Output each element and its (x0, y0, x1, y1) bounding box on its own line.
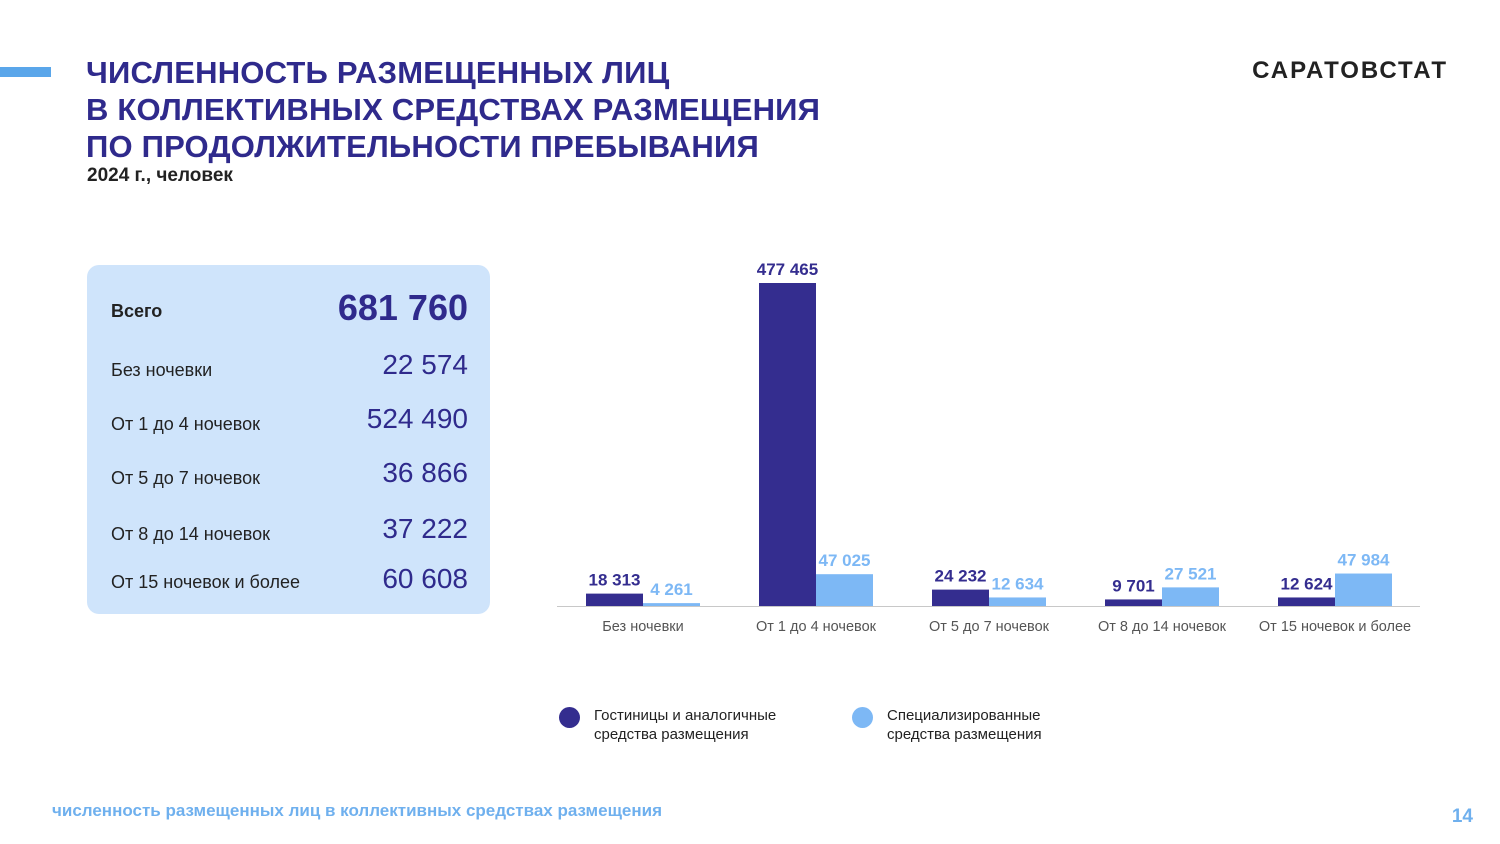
accent-bar (0, 67, 51, 77)
bar (1162, 587, 1219, 606)
summary-row-label: От 1 до 4 ночевок (111, 414, 260, 434)
x-tick-label: От 5 до 7 ночевок (929, 619, 1050, 635)
x-tick-label: От 8 до 14 ночевок (1098, 619, 1227, 635)
legend-swatch (559, 707, 580, 728)
data-label: 24 232 (935, 567, 987, 586)
bar (1105, 599, 1162, 606)
summary-panel: Всего 681 760 Без ночевки 22 574 От 1 до… (87, 265, 490, 614)
summary-row-value: 22 574 (382, 349, 468, 380)
x-tick-label: От 1 до 4 ночевок (756, 619, 877, 635)
title-line-2: В КОЛЛЕКТИВНЫХ СРЕДСТВАХ РАЗМЕЩЕНИЯ (86, 92, 821, 127)
title-line-3: ПО ПРОДОЛЖИТЕЛЬНОСТИ ПРЕБЫВАНИЯ (86, 129, 759, 164)
bar (586, 593, 643, 606)
summary-row: От 8 до 14 ночевок 37 222 (111, 513, 468, 547)
summary-row-label: От 8 до 14 ночевок (111, 524, 270, 544)
page-title: ЧИСЛЕННОСТЬ РАЗМЕЩЕННЫХ ЛИЦ В КОЛЛЕКТИВН… (86, 54, 820, 165)
summary-row-label: Без ночевки (111, 360, 213, 380)
legend-swatch (852, 707, 873, 728)
legend-label-line: средства размещения (594, 726, 749, 743)
legend-item-specialized: Специализированные средства размещения (852, 706, 1087, 744)
legend-label: Гостиницы и аналогичные средства размеще… (594, 706, 794, 744)
data-label: 27 521 (1165, 564, 1217, 583)
summary-row: От 5 до 7 ночевок 36 866 (111, 457, 468, 491)
data-label: 18 313 (589, 571, 641, 590)
data-label: 477 465 (757, 260, 818, 279)
legend-item-hotels: Гостиницы и аналогичные средства размеще… (559, 706, 794, 744)
bar (1335, 573, 1392, 606)
data-label: 12 624 (1281, 574, 1334, 593)
summary-row-label: От 15 ночевок и более (111, 572, 300, 592)
legend-label-line: Гостиницы и аналогичные (594, 707, 777, 724)
legend-label: Специализированные средства размещения (887, 706, 1087, 744)
bar (759, 283, 816, 606)
page-number: 14 (1451, 806, 1473, 827)
summary-total-value: 681 760 (337, 287, 468, 328)
data-label: 9 701 (1112, 576, 1155, 595)
summary-total-row: Всего 681 760 (111, 287, 468, 331)
legend-label-line: Специализированные (887, 707, 1041, 724)
data-label: 12 634 (992, 574, 1045, 593)
summary-total-label: Всего (111, 301, 163, 321)
summary-row-label: От 5 до 7 ночевок (111, 468, 260, 488)
title-line-1: ЧИСЛЕННОСТЬ РАЗМЕЩЕННЫХ ЛИЦ (86, 55, 670, 90)
brand-logo-text: САРАТОВСТАТ (1252, 57, 1448, 84)
data-label: 4 261 (650, 580, 693, 599)
bar (932, 589, 989, 606)
bar (1278, 597, 1335, 606)
subtitle: 2024 г., человек (87, 165, 233, 186)
summary-row-value: 60 608 (382, 563, 468, 594)
x-tick-label: Без ночевки (602, 619, 683, 635)
data-label: 47 025 (819, 551, 871, 570)
summary-row: От 1 до 4 ночевок 524 490 (111, 403, 468, 437)
bar (989, 597, 1046, 606)
legend-label-line: средства размещения (887, 726, 1042, 743)
summary-row-value: 36 866 (382, 457, 468, 488)
bar (816, 574, 873, 606)
bar (643, 603, 700, 606)
x-tick-label: От 15 ночевок и более (1259, 619, 1411, 635)
footer-caption: численность размещенных лиц в коллективн… (52, 801, 662, 820)
summary-row: Без ночевки 22 574 (111, 349, 468, 383)
bar-chart: 18 313 4 261 Без ночевки 477 465 47 025 От 1 … (557, 260, 1420, 635)
summary-row-value: 37 222 (382, 513, 468, 544)
summary-row-value: 524 490 (366, 403, 468, 434)
summary-row: От 15 ночевок и более 60 608 (111, 563, 468, 597)
data-label: 47 984 (1338, 551, 1391, 570)
